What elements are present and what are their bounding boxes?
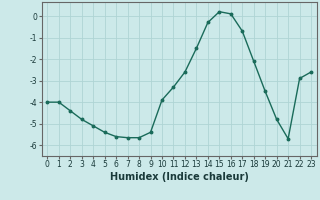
X-axis label: Humidex (Indice chaleur): Humidex (Indice chaleur) (110, 172, 249, 182)
